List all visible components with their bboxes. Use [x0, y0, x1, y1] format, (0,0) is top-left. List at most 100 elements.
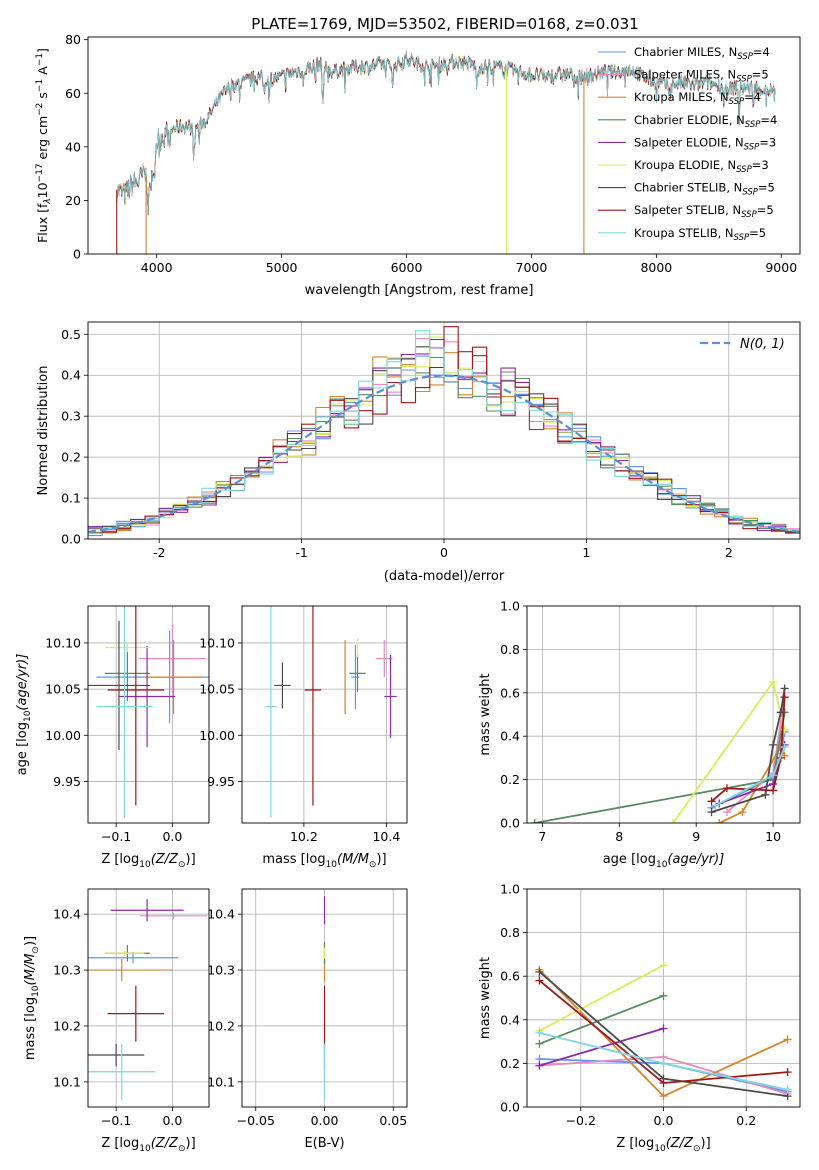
- x-tick-label: 10.2: [290, 829, 318, 844]
- plot-area-residuals: [88, 322, 800, 539]
- y-tick-label: 0.2: [500, 772, 520, 787]
- axes-frame: [87, 36, 801, 255]
- y-tick-label: 10.4: [53, 907, 81, 922]
- y-tick-label: 0.8: [500, 925, 520, 940]
- axes-frame: [241, 888, 408, 1108]
- panel-z-mass: −0.1 0.0 10.1 10.2 10.3 10.4 Z [log10(Z/Z⊙)] ma…: [23, 888, 210, 1154]
- x-tick-label: 2: [725, 545, 733, 560]
- weight-marker: [769, 740, 778, 749]
- weight-marker: [535, 1061, 544, 1070]
- weight-marker: [769, 786, 778, 795]
- panel-spectrum: 4000 5000 6000 7000 8000 9000 0 20 40 60 80 wavelen…: [35, 32, 801, 298]
- axes-frame: [87, 321, 801, 540]
- errorbar-point: [376, 640, 393, 678]
- weight-marker: [659, 961, 668, 970]
- x-tick-label: −0.2: [566, 1113, 596, 1128]
- y-axis-label: Normed distribution: [36, 366, 51, 496]
- errorbar-point: [88, 1043, 145, 1067]
- y-tick-label: 10.05: [45, 682, 81, 697]
- y-tick-label: 0.5: [61, 327, 81, 342]
- errorbar-point: [384, 654, 397, 739]
- errorbar-point: [110, 899, 184, 922]
- y-tick-label: 0.2: [61, 450, 81, 465]
- weight-marker: [715, 819, 724, 823]
- x-tick-label: −0.1: [101, 829, 131, 844]
- errorbar-point: [139, 913, 208, 919]
- x-tick-label: −0.1: [101, 1113, 131, 1128]
- y-tick-label: 10.4: [207, 907, 235, 922]
- axes-frame: [87, 888, 210, 1108]
- y-tick-label: 10.1: [53, 1074, 81, 1089]
- weight-marker: [783, 1085, 792, 1094]
- x-tick-label: 0.0: [162, 829, 182, 844]
- y-axis-label: Flux [fλ10−17 erg cm−2 s−1 A−1]: [35, 48, 53, 243]
- errorbar-point: [104, 950, 145, 957]
- weight-marker: [659, 991, 668, 1000]
- x-tick-label: 9: [692, 829, 700, 844]
- x-tick-label: 5000: [266, 260, 298, 275]
- y-tick-label: 0.1: [61, 491, 81, 506]
- y-tick-label: 10.05: [199, 682, 235, 697]
- x-tick-label: 10: [765, 829, 781, 844]
- weight-line: [539, 1027, 664, 1067]
- weight-marker: [761, 790, 770, 799]
- plot-area-age-weight: [527, 606, 800, 823]
- errorbar-point: [145, 640, 202, 715]
- weight-marker: [707, 808, 716, 817]
- legend-entry: Kroupa MILES, NSSP=4: [634, 90, 761, 107]
- y-tick-label: 0.6: [500, 969, 520, 984]
- y-tick-label: 10.00: [199, 728, 235, 743]
- y-tick-label: 10.2: [207, 1018, 235, 1033]
- legend-entry: Kroupa STELIB, NSSP=5: [634, 226, 766, 243]
- y-tick-label: 20: [65, 193, 81, 208]
- y-tick-label: 0.0: [500, 1100, 520, 1115]
- errorbar-point: [304, 606, 322, 806]
- legend-entry: Salpeter ELODIE, NSSP=3: [634, 135, 776, 152]
- weight-marker: [707, 797, 716, 806]
- x-axis-label: Z [log10(Z/Z⊙)]: [101, 852, 195, 870]
- weight-line: [539, 994, 664, 1045]
- histogram-step: [88, 356, 800, 534]
- y-tick-label: 60: [65, 86, 81, 101]
- x-axis-label: mass [log10(M/M⊙)]: [262, 852, 386, 870]
- y-tick-label: 1.0: [500, 882, 520, 897]
- x-tick-label: 9000: [765, 260, 797, 275]
- y-axis-label: age [log10(age/yr)]: [15, 654, 33, 776]
- x-tick-label: 0.0: [162, 1113, 182, 1128]
- weight-line: [538, 964, 664, 1032]
- x-tick-label: 10.4: [372, 829, 400, 844]
- y-tick-label: 10.1: [207, 1074, 235, 1089]
- weight-marker: [780, 743, 789, 752]
- errorbar-point: [88, 1043, 156, 1100]
- panel-age-weight: 7 8 9 10 0.0 0.2 0.4 0.6 0.8 1.0 age [log10(age/yr…: [478, 599, 801, 870]
- weight-marker: [783, 1068, 792, 1077]
- weight-marker: [535, 1039, 544, 1048]
- plot-area-spectrum: [116, 51, 776, 254]
- plot-area-mass-age: [242, 606, 407, 823]
- axes-frame: [87, 605, 210, 824]
- weight-marker: [659, 1092, 668, 1101]
- weight-marker: [722, 808, 731, 817]
- x-axis-label: age [log10(age/yr)]: [603, 852, 725, 870]
- y-axis-label: mass weight: [478, 957, 493, 1039]
- errorbar-point: [104, 642, 150, 653]
- x-axis-label: E(B-V): [304, 1136, 344, 1151]
- y-tick-label: 10.00: [45, 728, 81, 743]
- legend-entry: Salpeter MILES, NSSP=5: [634, 68, 769, 85]
- plot-area-z-age: [88, 606, 209, 823]
- spectrum-line: [116, 52, 776, 214]
- errorbar-point: [104, 645, 150, 702]
- y-tick-label: 0.0: [61, 532, 81, 547]
- errorbar-point: [351, 644, 360, 710]
- y-tick-label: 0.6: [500, 685, 520, 700]
- x-tick-label: 6000: [391, 260, 423, 275]
- x-axis-label: Z [log10(Z/Z⊙)]: [616, 1136, 710, 1154]
- x-tick-label: 7000: [516, 260, 548, 275]
- y-tick-label: 0.4: [500, 729, 520, 744]
- y-tick-label: 0.3: [61, 409, 81, 424]
- plot-area-ebv-mass: [242, 889, 407, 1107]
- axes-frame: [526, 605, 801, 824]
- x-axis-label: wavelength [Angstrom, rest frame]: [305, 283, 534, 298]
